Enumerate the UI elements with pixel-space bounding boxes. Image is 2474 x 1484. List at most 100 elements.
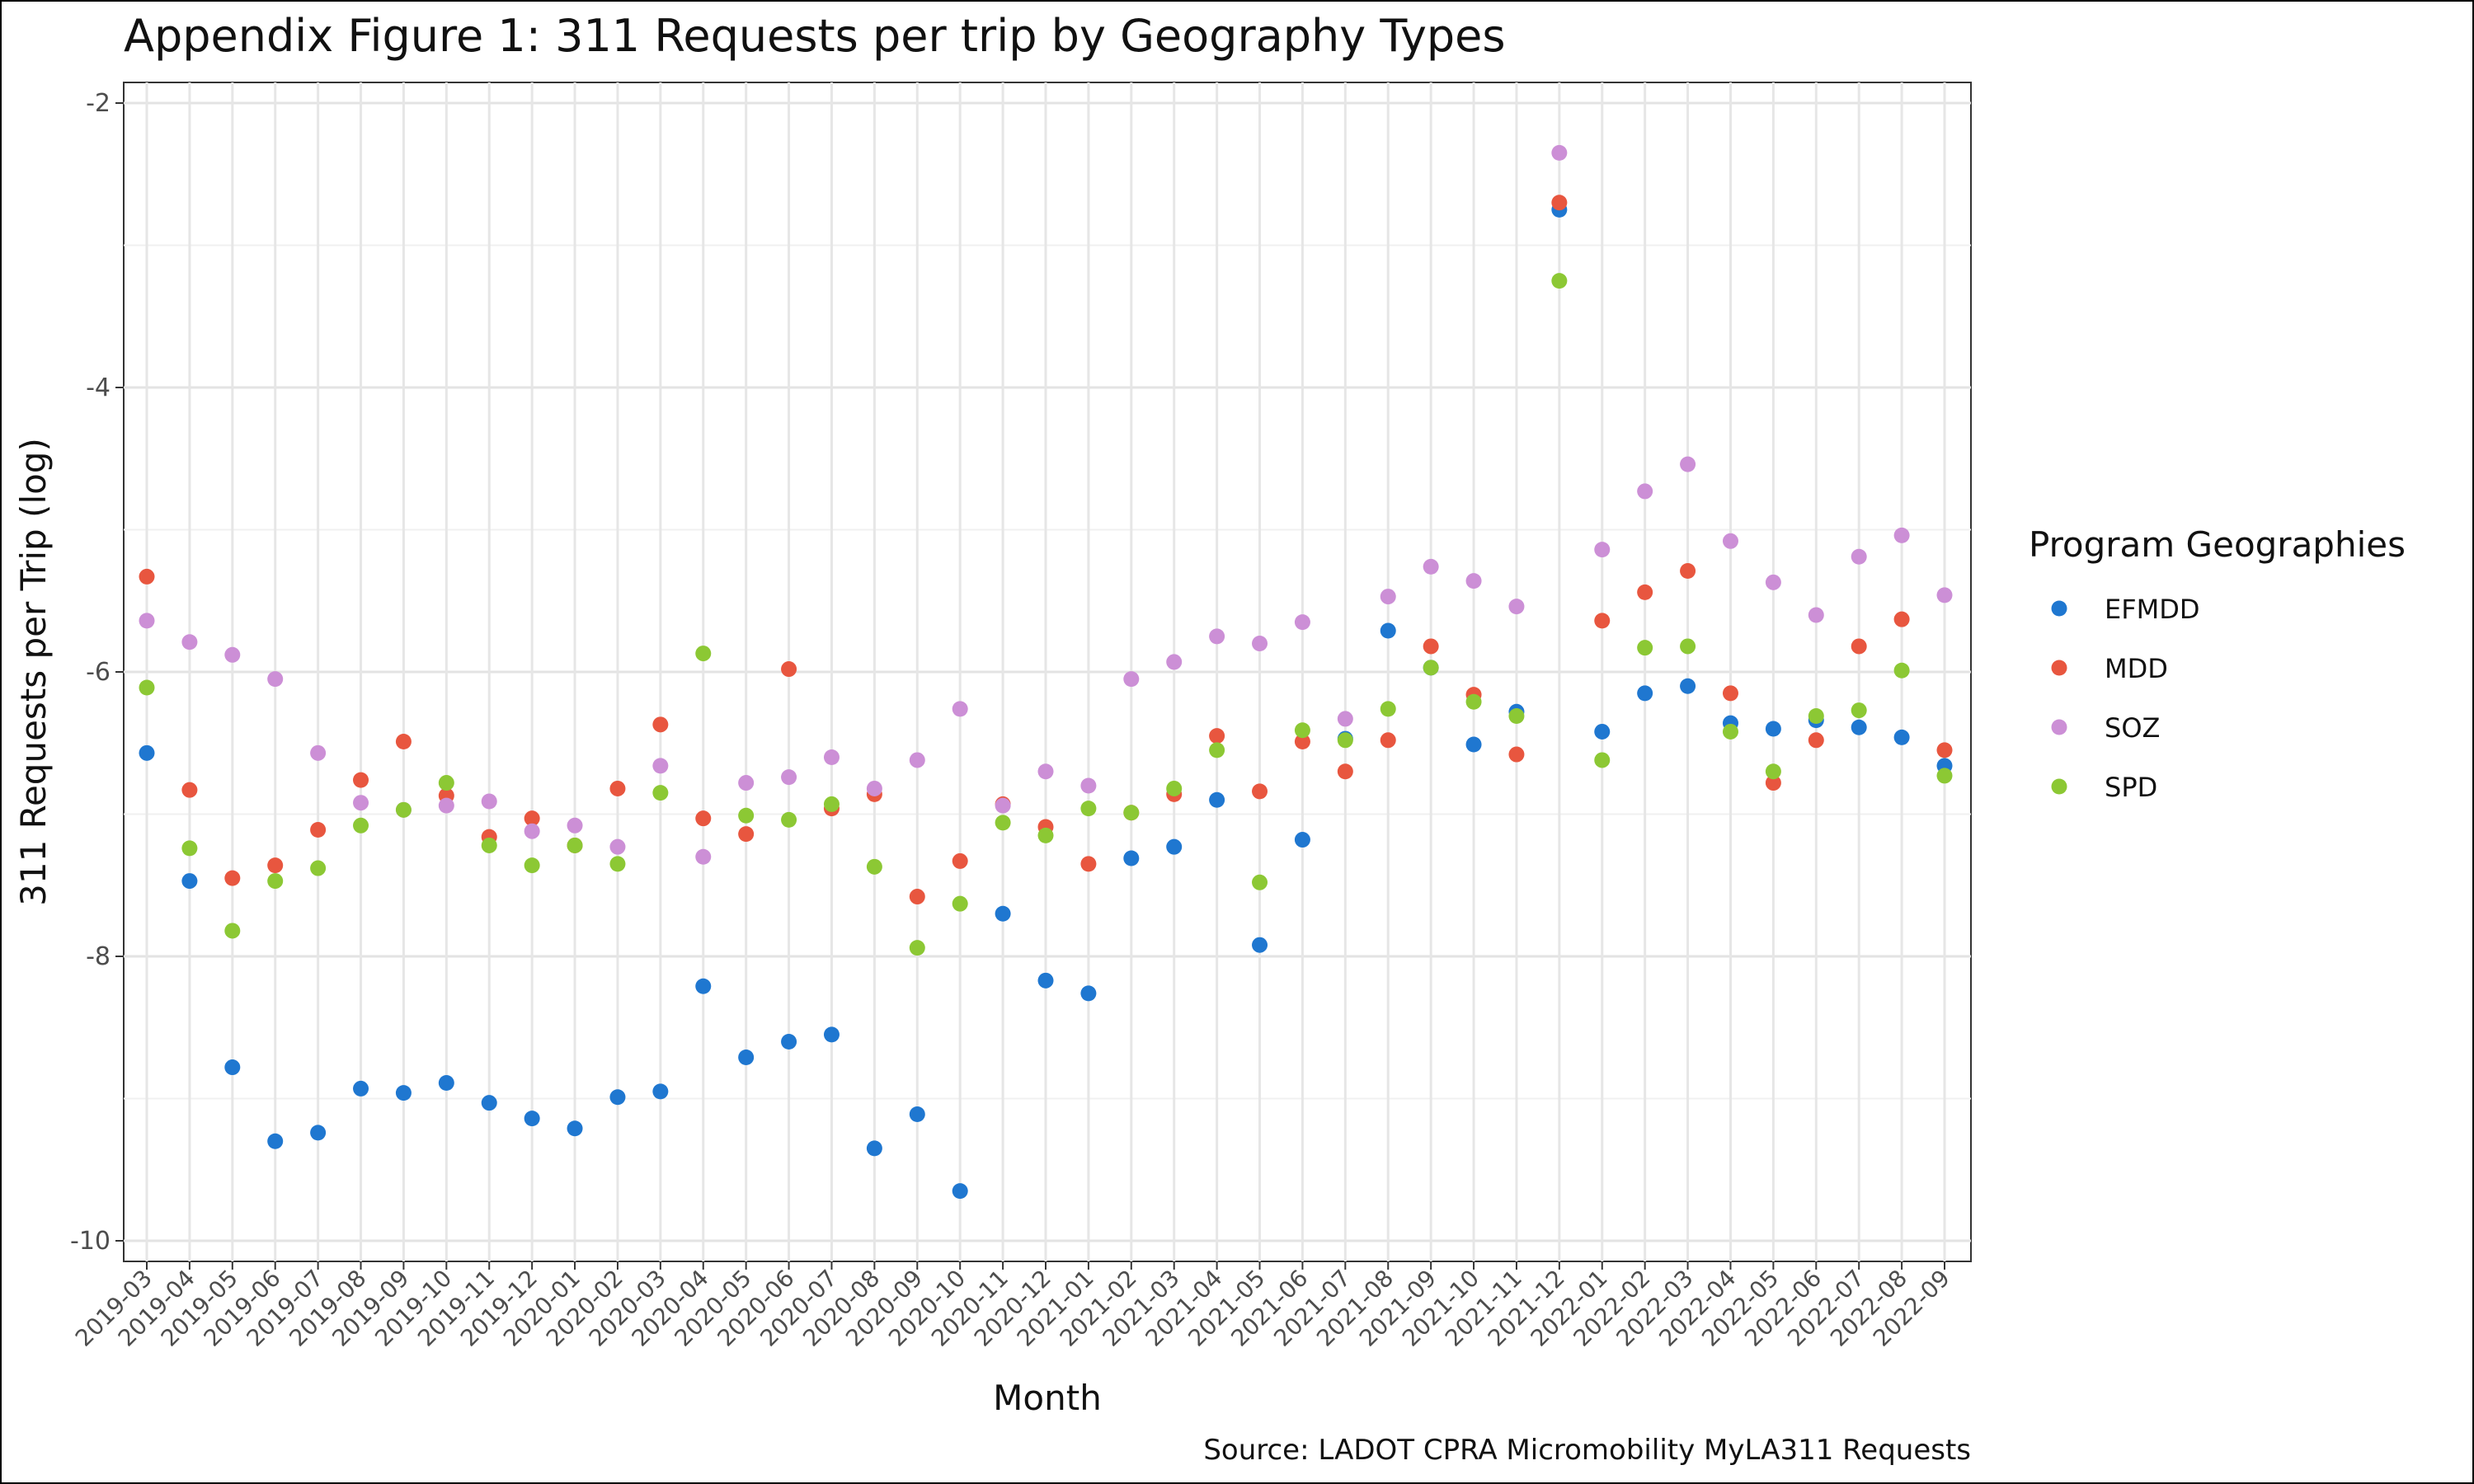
data-point [652,758,669,774]
legend-key-soz [2051,719,2067,735]
data-point [1465,736,1482,753]
data-point [866,1140,882,1157]
y-tick-label: -4 [86,373,111,402]
data-point [1252,937,1268,953]
data-point [1637,584,1653,600]
data-point [1123,850,1140,866]
legend-label-efmdd: EFMDD [2105,594,2200,625]
data-point [1294,832,1310,848]
data-point [1808,607,1824,623]
data-point [1936,768,1953,784]
data-point [738,807,755,824]
data-point [310,1125,327,1141]
data-point [781,769,797,786]
data-point [1423,558,1439,575]
data-point [1209,742,1225,758]
data-point [1380,701,1396,717]
data-point [181,782,198,798]
data-point [1080,856,1097,872]
data-point [1166,654,1183,670]
data-point [1551,195,1568,211]
data-point [652,1083,669,1100]
data-point [1337,711,1353,727]
data-point [1851,638,1867,655]
data-point [1680,456,1696,472]
data-point [481,793,497,810]
data-point [267,873,284,890]
data-point [139,613,155,629]
data-point [609,1089,626,1106]
data-point [1851,719,1867,735]
data-point [1209,791,1225,808]
data-point [1252,783,1268,800]
data-point [1765,775,1781,791]
data-point [1166,780,1183,796]
data-point [1893,729,1910,745]
data-point [1594,613,1611,629]
data-point [1893,527,1910,543]
data-point [695,646,712,662]
data-point [1508,707,1525,724]
legend-key-mdd [2051,660,2067,676]
data-point [866,858,882,875]
series-efmdd [139,201,1953,1200]
data-point [1380,589,1396,605]
data-point [481,837,497,853]
data-point [267,1133,284,1149]
data-point [353,1080,369,1097]
data-point [353,795,369,811]
data-point [1166,838,1183,855]
y-tick-label: -8 [86,942,111,971]
data-point [524,823,540,839]
data-point [1893,611,1910,627]
series-spd [139,273,1953,956]
y-tick-label: -10 [70,1227,111,1256]
data-point [1637,483,1653,500]
data-point [224,646,241,663]
data-point [995,905,1011,922]
data-point [781,661,797,678]
y-axis-title: 311 Requests per Trip (log) [13,438,54,906]
data-point [652,716,669,733]
data-point [1080,801,1097,817]
data-point [1936,742,1953,758]
legend-title: Program Geographies [2029,524,2406,565]
data-point [695,848,712,865]
legend-key-spd [2051,778,2067,795]
data-point [1465,573,1482,589]
data-point [395,801,412,818]
data-point [1808,707,1824,724]
data-point [567,1120,583,1137]
data-point [438,775,454,791]
data-point [781,1034,797,1050]
grid-lines [124,82,1971,1261]
y-tick-label: -6 [86,658,111,687]
y-axis-ticks: -10 -8 -6 -4 -2 [70,89,124,1256]
data-point [1722,533,1738,549]
legend-label-mdd: MDD [2105,653,2168,684]
data-point [1722,685,1738,702]
data-point [866,780,882,796]
data-point [609,838,626,855]
data-point [1294,614,1310,631]
data-point [395,734,412,750]
data-point [438,1075,454,1092]
data-point [1594,752,1611,768]
data-point [695,978,712,994]
legend: Program Geographies EFMDD MDD SOZ SPD [2029,524,2406,803]
data-point [267,671,284,688]
data-point [139,679,155,696]
data-point [738,1049,755,1065]
data-point [181,634,198,650]
data-point [267,857,284,874]
data-point [310,860,327,876]
data-point [1936,587,1953,603]
data-point [353,817,369,834]
data-point [995,797,1011,814]
data-point [823,1026,840,1043]
data-point [609,780,626,796]
data-point [1337,732,1353,749]
data-point [995,815,1011,831]
data-point [909,1106,925,1122]
legend-key-efmdd [2051,600,2067,617]
